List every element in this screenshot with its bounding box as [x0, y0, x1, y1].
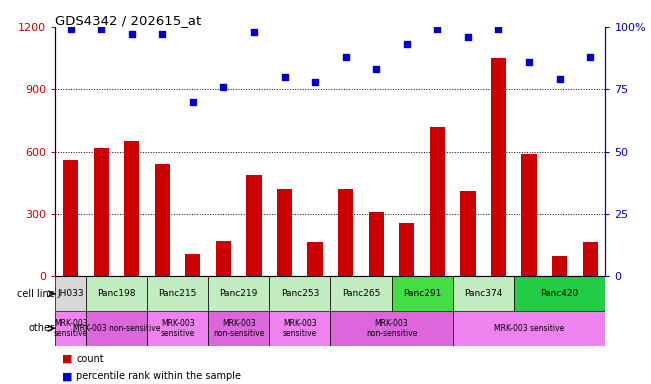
Text: Panc291: Panc291 [403, 289, 441, 298]
Text: Panc420: Panc420 [540, 289, 579, 298]
Point [340, 54, 351, 60]
Text: ■: ■ [62, 354, 72, 364]
Bar [63, 160, 78, 276]
Bar [583, 242, 598, 276]
Bar [338, 189, 353, 276]
Point [279, 74, 290, 80]
Bar [55, 276, 86, 311]
Bar [391, 276, 452, 311]
Point [218, 84, 229, 90]
Bar [368, 212, 384, 276]
Bar [307, 242, 323, 276]
Bar [430, 127, 445, 276]
Text: ■: ■ [62, 371, 72, 381]
Text: cell line: cell line [17, 289, 55, 299]
Text: MRK-003 non-sensitive: MRK-003 non-sensitive [73, 324, 160, 333]
Text: Panc374: Panc374 [464, 289, 503, 298]
Point [310, 79, 320, 85]
Bar [521, 154, 536, 276]
Point [555, 76, 565, 83]
Text: MRK-003
sensitive: MRK-003 sensitive [53, 319, 88, 338]
Text: Panc253: Panc253 [281, 289, 319, 298]
Bar [277, 189, 292, 276]
Point [96, 26, 106, 33]
Bar [514, 276, 605, 311]
Bar [86, 311, 147, 346]
Bar [124, 141, 139, 276]
Text: MRK-003
non-sensitive: MRK-003 non-sensitive [213, 319, 264, 338]
Bar [270, 276, 331, 311]
Bar [215, 241, 231, 276]
Bar [208, 311, 270, 346]
Bar [246, 175, 262, 276]
Point [493, 26, 504, 33]
Text: JH033: JH033 [57, 289, 84, 298]
Bar [452, 311, 605, 346]
Bar [155, 164, 170, 276]
Bar [186, 253, 201, 276]
Point [157, 31, 167, 38]
Text: Panc215: Panc215 [158, 289, 197, 298]
Text: Panc198: Panc198 [97, 289, 135, 298]
Point [187, 99, 198, 105]
Bar [491, 58, 506, 276]
Point [432, 26, 443, 33]
Text: GDS4342 / 202615_at: GDS4342 / 202615_at [55, 14, 202, 27]
Bar [460, 191, 475, 276]
Point [585, 54, 596, 60]
Text: MRK-003
non-sensitive: MRK-003 non-sensitive [366, 319, 417, 338]
Text: MRK-003
sensitive: MRK-003 sensitive [160, 319, 195, 338]
Bar [452, 276, 514, 311]
Text: percentile rank within the sample: percentile rank within the sample [76, 371, 241, 381]
Bar [399, 223, 415, 276]
Text: count: count [76, 354, 104, 364]
Text: Panc219: Panc219 [219, 289, 258, 298]
Text: MRK-003
sensitive: MRK-003 sensitive [283, 319, 317, 338]
Point [126, 31, 137, 38]
Bar [270, 311, 331, 346]
Bar [208, 276, 270, 311]
Point [402, 41, 412, 47]
Text: MRK-003 sensitive: MRK-003 sensitive [494, 324, 564, 333]
Text: other: other [29, 323, 55, 333]
Bar [94, 147, 109, 276]
Text: Panc265: Panc265 [342, 289, 380, 298]
Point [524, 59, 534, 65]
Bar [55, 311, 86, 346]
Bar [331, 311, 452, 346]
Bar [147, 311, 208, 346]
Bar [331, 276, 391, 311]
Point [371, 66, 381, 73]
Point [463, 34, 473, 40]
Bar [147, 276, 208, 311]
Bar [86, 276, 147, 311]
Bar [552, 256, 567, 276]
Point [65, 26, 76, 33]
Point [249, 29, 259, 35]
